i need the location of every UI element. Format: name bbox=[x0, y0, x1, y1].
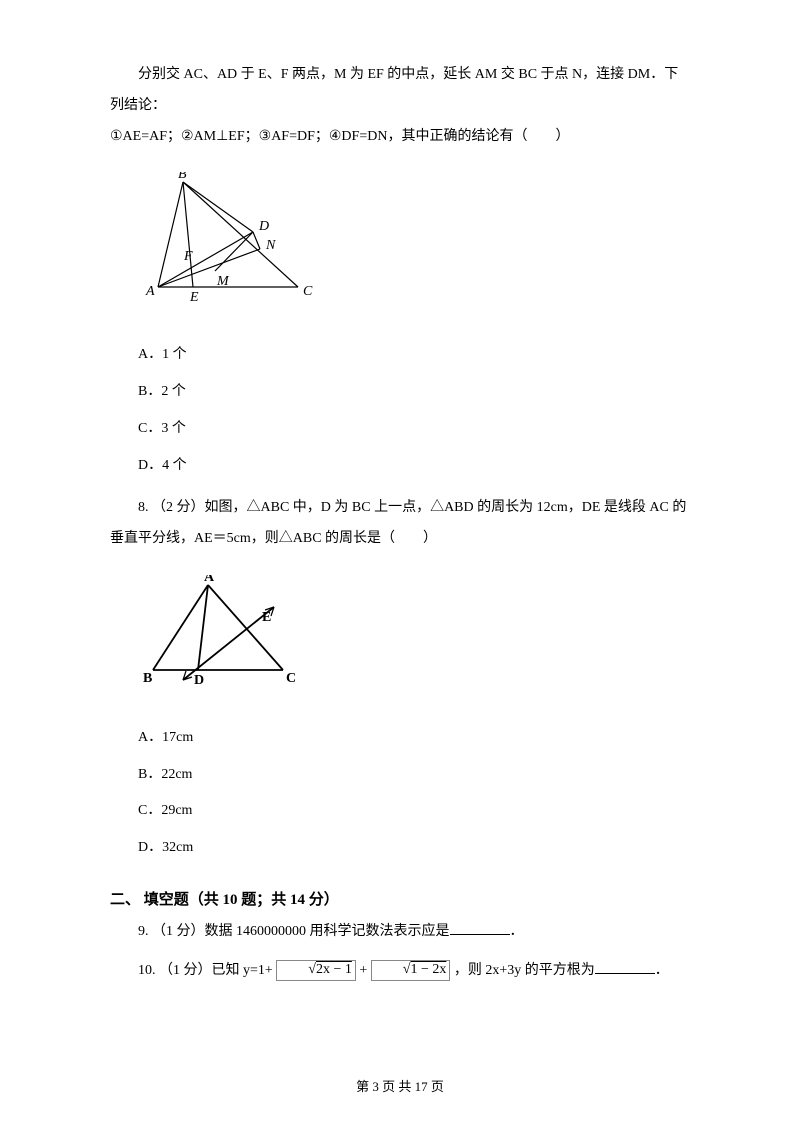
q8-option-d[interactable]: D．32cm bbox=[110, 833, 690, 864]
q7-continuation-1: 分别交 AC、AD 于 E、F 两点，M 为 EF 的中点，延长 AM 交 BC… bbox=[110, 60, 690, 122]
q8-option-a[interactable]: A．17cm bbox=[110, 723, 690, 754]
svg-text:E: E bbox=[262, 610, 271, 625]
svg-text:N: N bbox=[265, 238, 276, 253]
q9-stem: 9. （1 分）数据 1460000000 用科学记数法表示应是 ． bbox=[110, 917, 690, 948]
q7-continuation-2: ①AE=AF；②AM⊥EF；③AF=DF；④DF=DN，其中正确的结论有（ ） bbox=[110, 122, 690, 153]
q10-stem: 10. （1 分）已知 y=1+ √2x − 1 + √1 − 2x ，则 2x… bbox=[110, 956, 690, 987]
svg-text:C: C bbox=[303, 284, 313, 299]
q7-figure: A B C D E F M N bbox=[138, 172, 690, 320]
section-2-heading: 二、 填空题（共 10 题；共 14 分） bbox=[110, 884, 690, 917]
svg-text:M: M bbox=[216, 274, 230, 289]
svg-text:C: C bbox=[286, 671, 296, 686]
q8-option-c[interactable]: C．29cm bbox=[110, 796, 690, 827]
q7-option-b[interactable]: B．2 个 bbox=[110, 377, 690, 408]
q10-post: ． bbox=[655, 963, 669, 978]
q10-sqrt-1: √2x − 1 bbox=[276, 960, 356, 981]
q8-stem: 8. （2 分）如图，△ABC 中，D 为 BC 上一点，△ABD 的周长为 1… bbox=[110, 493, 690, 555]
q7-option-d[interactable]: D．4 个 bbox=[110, 451, 690, 482]
q10-sqrt-2: √1 − 2x bbox=[371, 960, 451, 981]
q10-pre: 10. （1 分）已知 y=1+ bbox=[138, 963, 276, 978]
svg-text:F: F bbox=[183, 249, 193, 264]
svg-text:A: A bbox=[204, 575, 215, 585]
svg-text:D: D bbox=[194, 673, 204, 688]
q10-after: ，则 2x+3y 的平方根为 bbox=[454, 963, 595, 978]
q9-blank[interactable] bbox=[450, 921, 510, 935]
svg-text:B: B bbox=[143, 671, 152, 686]
svg-text:E: E bbox=[189, 290, 199, 305]
svg-text:B: B bbox=[178, 172, 187, 182]
q9-stem-pre: 9. （1 分）数据 1460000000 用科学记数法表示应是 bbox=[138, 924, 450, 939]
q8-option-b[interactable]: B．22cm bbox=[110, 760, 690, 791]
q7-option-c[interactable]: C．3 个 bbox=[110, 414, 690, 445]
q8-figure: A B C D E bbox=[138, 575, 690, 703]
page-footer: 第 3 页 共 17 页 bbox=[0, 1073, 800, 1102]
q9-stem-post: ． bbox=[510, 924, 524, 939]
svg-text:A: A bbox=[145, 284, 155, 299]
svg-text:D: D bbox=[258, 219, 269, 234]
q10-blank[interactable] bbox=[595, 960, 655, 974]
q7-option-a[interactable]: A．1 个 bbox=[110, 340, 690, 371]
q10-mid: + bbox=[359, 963, 370, 978]
